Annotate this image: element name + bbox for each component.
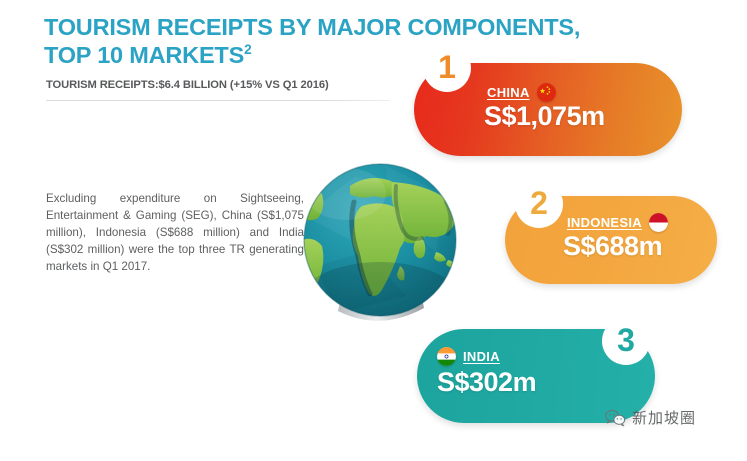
card-china-amount: S$1,075m [484,101,605,131]
card-indonesia-label-row: INDONESIA [567,213,668,232]
rank-badge-2: 2 [515,180,563,228]
watermark: 新加坡圈 [605,407,696,428]
watermark-text: 新加坡圈 [632,409,697,427]
header-divider [46,100,390,101]
header-block: TOURISM RECEIPTS BY MAJOR COMPONENTS, TOP… [44,14,614,91]
globe-earth-icon [296,156,468,334]
indonesia-flag-icon [648,213,668,232]
card-indonesia-amount: S$688m [563,231,663,261]
card-india-label-row: INDIA [437,347,500,366]
card-india-country: INDIA [463,349,500,364]
card-india-amount: S$302m [437,367,537,397]
card-china-label-row: CHINA [487,83,556,102]
page-title: TOURISM RECEIPTS BY MAJOR COMPONENTS, TOP… [44,14,614,69]
page-title-line-1: TOURISM RECEIPTS BY MAJOR COMPONENTS, [44,14,581,40]
body-paragraph: Excluding expenditure on Sightseeing, En… [46,191,304,274]
card-china-country: CHINA [487,85,530,100]
rank-badge-3-number: 3 [617,322,635,358]
rank-badge-1: 1 [423,44,471,92]
page-title-footnote-marker: 2 [244,41,252,57]
rank-card-indonesia[interactable]: INDONESIA S$688m [505,196,717,284]
rank-badge-1-number: 1 [438,49,456,85]
page-title-line-2: TOP 10 MARKETS [44,41,245,68]
wechat-icon [605,409,626,426]
china-flag-icon [536,83,556,102]
rank-badge-2-number: 2 [530,185,548,221]
india-flag-icon [437,347,456,366]
card-indonesia-country: INDONESIA [567,215,642,230]
rank-badge-3: 3 [602,317,650,365]
subtitle: TOURISM RECEIPTS:$6.4 BILLION (+15% VS Q… [46,79,329,92]
